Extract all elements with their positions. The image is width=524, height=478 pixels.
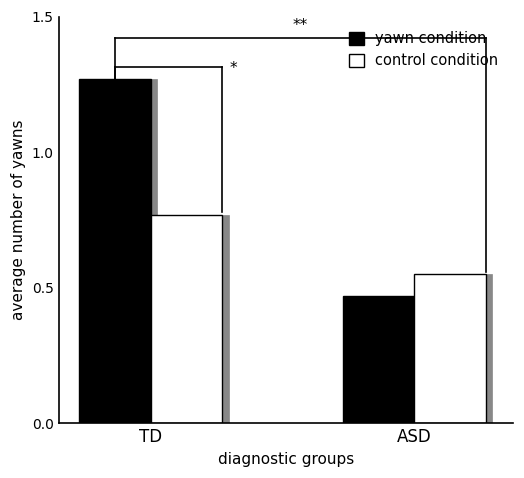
Bar — [421, 274, 492, 424]
Bar — [151, 215, 222, 424]
Bar — [349, 296, 421, 424]
Bar — [86, 79, 157, 424]
Text: **: ** — [293, 18, 308, 33]
Legend: yawn condition, control condition: yawn condition, control condition — [342, 24, 506, 76]
Bar — [79, 79, 151, 424]
Text: *: * — [230, 61, 237, 76]
Bar — [157, 215, 229, 424]
Bar — [414, 274, 486, 424]
Bar — [343, 296, 414, 424]
X-axis label: diagnostic groups: diagnostic groups — [217, 452, 354, 467]
Y-axis label: average number of yawns: average number of yawns — [11, 120, 26, 320]
